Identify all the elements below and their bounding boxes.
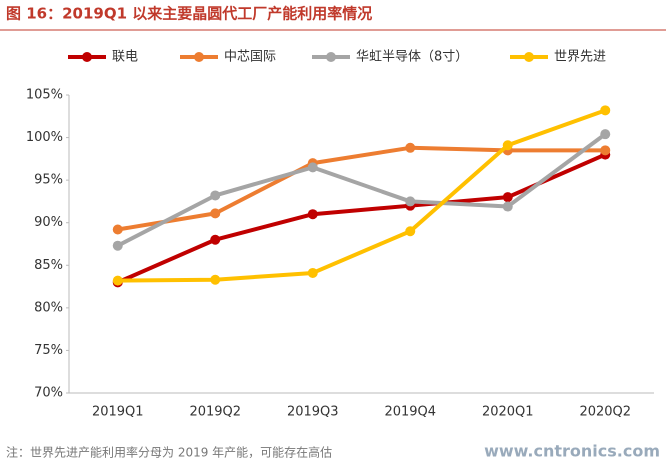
point — [600, 105, 611, 116]
note: 注：世界先进产能利用率分母为 2019 年产能，可能存在高估 — [6, 445, 332, 460]
y-tick-label: 85% — [34, 258, 63, 273]
legend-label: 中芯国际 — [224, 50, 276, 65]
x-tick-label: 2019Q1 — [92, 405, 144, 420]
point — [600, 129, 611, 140]
legend-marker — [82, 52, 92, 62]
chart-title: 图 16：2019Q1 以来主要晶圆代工厂产能利用率情况 — [6, 5, 372, 23]
point — [112, 275, 123, 286]
y-tick-label: 80% — [34, 300, 63, 315]
point — [210, 234, 221, 245]
point — [307, 209, 318, 220]
point — [112, 240, 123, 251]
legend-marker — [326, 52, 336, 62]
point — [405, 226, 416, 237]
x-tick-label: 2019Q4 — [384, 405, 436, 420]
legend-label: 华虹半导体（8寸） — [356, 50, 468, 65]
point — [405, 196, 416, 207]
point — [307, 267, 318, 278]
legend-marker — [524, 52, 534, 62]
point — [112, 224, 123, 235]
point — [210, 190, 221, 201]
point — [502, 140, 513, 151]
legend-label: 联电 — [112, 50, 138, 65]
point — [405, 142, 416, 153]
point — [502, 192, 513, 203]
x-tick-label: 2019Q3 — [287, 405, 339, 420]
watermark: www.cntronics.com — [484, 442, 660, 461]
y-tick-label: 100% — [26, 130, 63, 145]
point — [307, 162, 318, 173]
y-tick-label: 70% — [34, 386, 63, 401]
point — [502, 201, 513, 212]
y-tick-label: 95% — [34, 173, 63, 188]
point — [600, 145, 611, 156]
point — [210, 274, 221, 285]
series-line — [116, 152, 607, 285]
x-tick-label: 2019Q2 — [189, 405, 241, 420]
series-line — [116, 132, 607, 248]
y-tick-label: 90% — [34, 215, 63, 230]
point — [210, 208, 221, 219]
legend-marker — [194, 52, 204, 62]
y-tick-label: 75% — [34, 343, 63, 358]
legend-label: 世界先进 — [554, 50, 606, 65]
y-tick-label: 105% — [26, 88, 63, 103]
series-line — [117, 145, 606, 232]
series-line — [117, 108, 606, 283]
x-tick-label: 2020Q1 — [482, 405, 534, 420]
x-tick-label: 2020Q2 — [579, 405, 631, 420]
